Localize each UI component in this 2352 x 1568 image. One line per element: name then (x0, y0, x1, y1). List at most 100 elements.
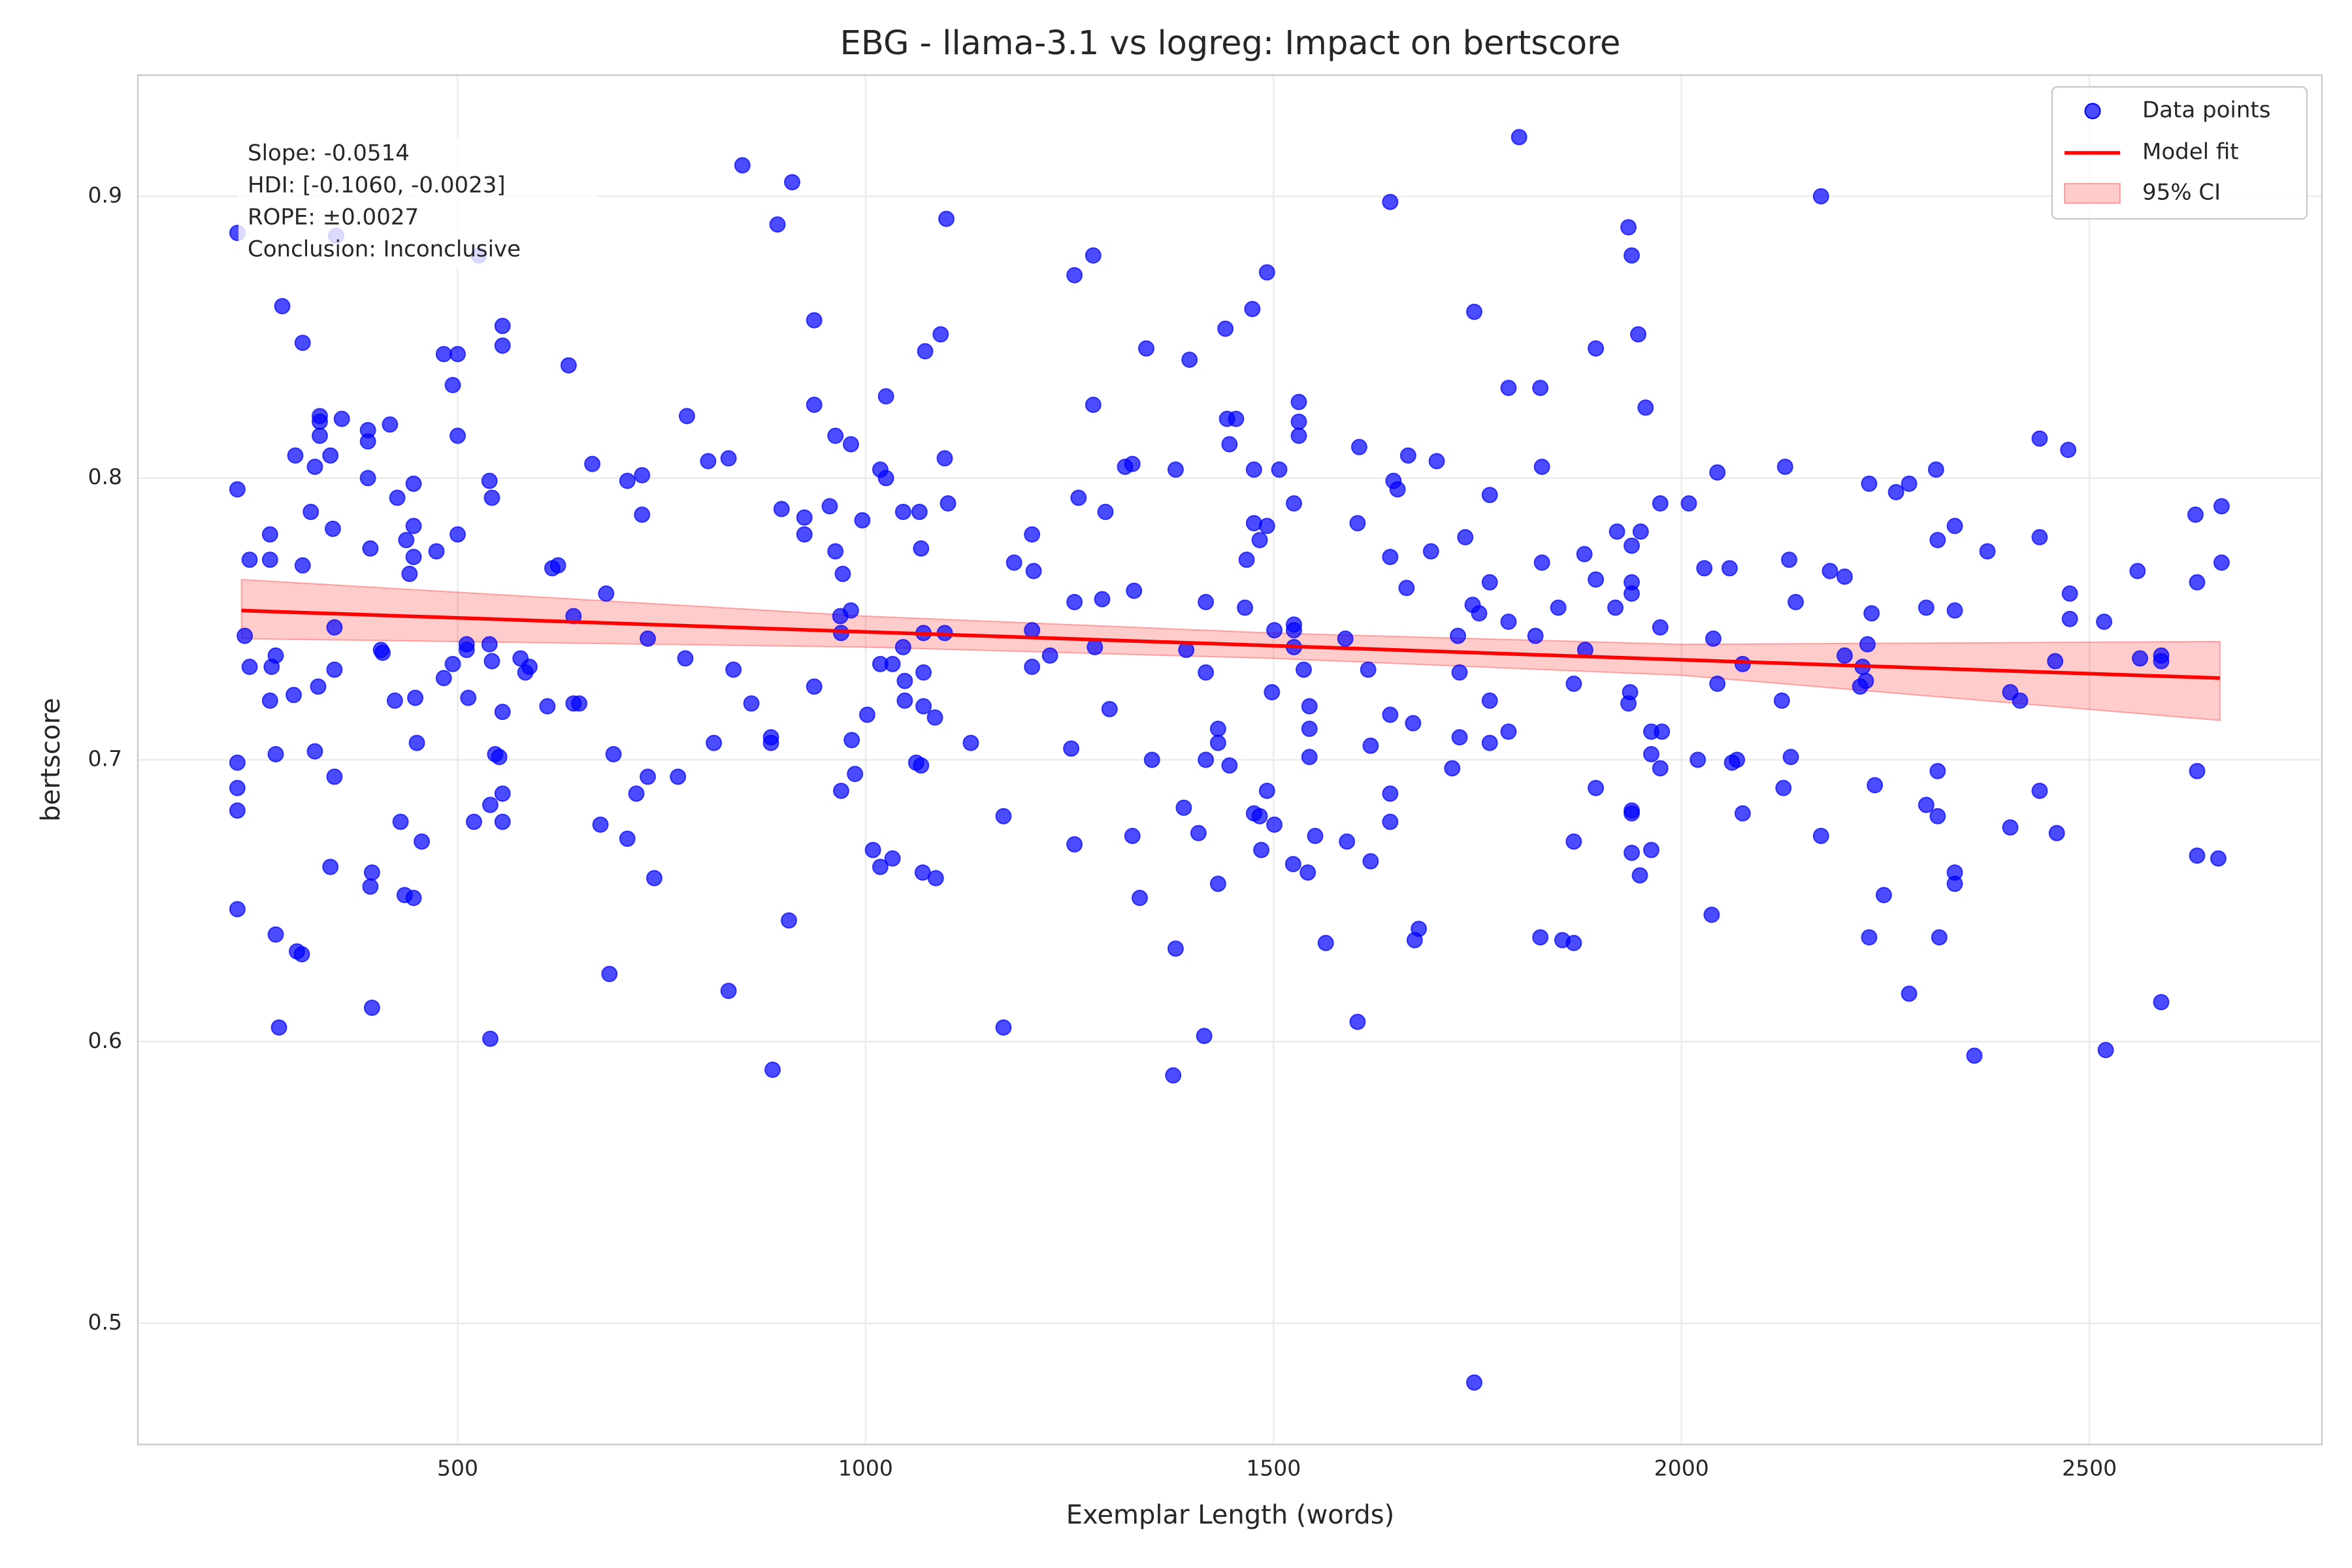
data-point (261, 692, 278, 709)
data-point (261, 526, 278, 543)
data-point (407, 689, 424, 706)
data-point (896, 692, 913, 709)
data-point (1836, 647, 1853, 664)
data-point (311, 427, 328, 444)
data-point (1631, 867, 1648, 884)
data-point (326, 661, 343, 678)
legend: Data points Model fit 95% CI (2051, 86, 2308, 220)
data-point (1251, 808, 1268, 825)
data-point (1137, 340, 1154, 357)
data-point (1299, 864, 1316, 881)
data-point (1382, 193, 1399, 210)
data-point (294, 557, 311, 574)
data-point (894, 503, 911, 520)
data-point (1362, 853, 1379, 870)
data-point (843, 732, 860, 749)
data-point (1500, 613, 1517, 630)
data-point (1929, 762, 1946, 779)
data-point (1290, 427, 1307, 444)
data-point (1450, 627, 1467, 644)
data-point (1931, 929, 1948, 946)
data-point (229, 481, 246, 498)
data-point (449, 526, 466, 543)
data-point (267, 745, 284, 762)
data-point (549, 557, 566, 574)
data-point (1422, 543, 1439, 560)
data-point (806, 678, 823, 695)
data-point (645, 870, 662, 887)
y-tick-label: 0.6 (88, 1028, 122, 1053)
data-point (1101, 700, 1118, 717)
annotation-line: ROPE: ±0.0027 (248, 204, 419, 231)
data-point (1362, 737, 1379, 754)
data-point (1630, 326, 1647, 343)
data-point (2189, 574, 2206, 591)
data-point (884, 850, 901, 867)
data-point (405, 475, 422, 492)
data-point (1301, 721, 1318, 738)
data-point (1775, 779, 1792, 796)
data-point (237, 627, 253, 644)
data-point (435, 670, 452, 687)
data-point (435, 346, 452, 363)
data-point (398, 532, 415, 549)
data-point (1781, 551, 1798, 568)
data-point (1296, 661, 1313, 678)
data-point (229, 779, 246, 796)
data-point (482, 1030, 498, 1047)
y-tick-label: 0.7 (88, 746, 122, 772)
data-point (872, 858, 889, 875)
data-point (670, 768, 687, 785)
data-point (784, 174, 801, 191)
data-point (389, 489, 406, 506)
data-point (1500, 723, 1517, 740)
data-point (2153, 653, 2170, 670)
data-point (1979, 543, 1996, 560)
data-point (1350, 438, 1367, 455)
data-point (408, 734, 425, 751)
data-point (1066, 267, 1083, 284)
data-point (1927, 461, 1944, 478)
data-point (1451, 664, 1468, 681)
data-point (267, 926, 284, 943)
data-point (1209, 875, 1226, 892)
data-point (1642, 745, 1659, 762)
data-point (326, 768, 343, 785)
data-point (1812, 827, 1829, 844)
data-point (1624, 537, 1641, 554)
data-point (1198, 593, 1215, 610)
data-point (491, 749, 508, 766)
data-point (2002, 819, 2019, 836)
data-point (769, 216, 786, 233)
data-point (1721, 560, 1738, 577)
data-point (1258, 782, 1275, 799)
data-point (293, 946, 310, 963)
data-point (1863, 605, 1880, 622)
data-point (2061, 585, 2078, 602)
data-point (2031, 430, 2048, 447)
data-point (842, 602, 859, 619)
data-point (1175, 799, 1192, 816)
data-point (1165, 1067, 1182, 1084)
data-point (1238, 551, 1255, 568)
data-point (938, 210, 955, 227)
data-point (494, 704, 511, 721)
data-point (322, 447, 339, 464)
data-point (2031, 529, 2048, 546)
data-point (2047, 653, 2064, 670)
data-point (1066, 593, 1083, 610)
data-point (884, 655, 901, 672)
data-point (359, 470, 376, 487)
data-point (1812, 188, 1829, 204)
data-point (1237, 599, 1254, 616)
data-point (932, 326, 949, 343)
data-point (2129, 563, 2146, 580)
data-point (1887, 483, 1904, 500)
data-point (1209, 721, 1226, 738)
data-point (405, 889, 422, 906)
data-point (915, 664, 932, 681)
data-point (571, 695, 588, 712)
data-point (481, 472, 498, 489)
data-point (1245, 515, 1262, 532)
data-point (720, 983, 737, 1000)
